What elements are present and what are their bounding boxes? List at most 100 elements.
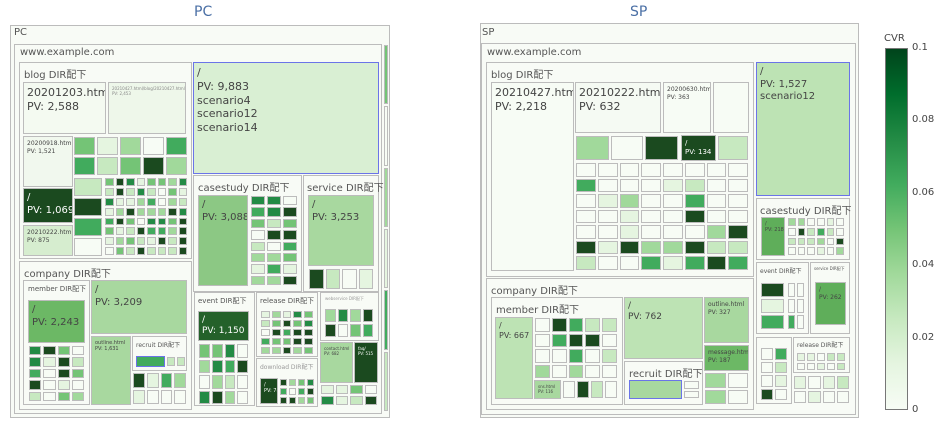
- tile[interactable]: [822, 376, 835, 389]
- tile[interactable]: [384, 229, 388, 289]
- tile[interactable]: / PV: 762: [624, 297, 703, 359]
- tile[interactable]: [282, 311, 292, 318]
- tile[interactable]: [535, 333, 550, 347]
- tile[interactable]: 20210222.html PV: 875: [23, 225, 73, 256]
- tile[interactable]: [105, 237, 114, 246]
- tile[interactable]: [29, 346, 42, 356]
- tile[interactable]: [293, 320, 303, 327]
- tile[interactable]: [775, 375, 787, 387]
- tile[interactable]: [577, 381, 589, 398]
- tile[interactable]: [358, 269, 373, 289]
- tile[interactable]: [585, 318, 601, 332]
- tile[interactable]: [237, 344, 248, 358]
- tile[interactable]: / PV: 1,150: [198, 311, 249, 341]
- tile[interactable]: [822, 390, 835, 403]
- tile[interactable]: [251, 252, 265, 263]
- tile[interactable]: [321, 396, 334, 405]
- tile[interactable]: [619, 225, 640, 239]
- tile[interactable]: [147, 207, 156, 216]
- tile[interactable]: [797, 218, 806, 226]
- tile[interactable]: [304, 329, 313, 336]
- tile[interactable]: / PV: 2,243: [28, 300, 85, 343]
- tile[interactable]: [224, 390, 236, 404]
- tile[interactable]: [57, 391, 70, 401]
- tile[interactable]: [168, 187, 177, 196]
- tile[interactable]: [826, 218, 835, 226]
- tile[interactable]: [115, 227, 124, 236]
- tile[interactable]: [705, 389, 726, 404]
- tile[interactable]: [728, 225, 748, 239]
- tile[interactable]: [115, 237, 124, 246]
- tile[interactable]: [105, 197, 114, 206]
- tile[interactable]: [267, 252, 281, 263]
- tile[interactable]: [727, 373, 748, 388]
- tile[interactable]: [535, 318, 550, 332]
- tile[interactable]: [706, 209, 727, 224]
- tile[interactable]: [807, 237, 815, 246]
- tile[interactable]: [362, 309, 373, 322]
- tile[interactable]: [211, 390, 223, 404]
- tile[interactable]: [174, 389, 186, 404]
- tile[interactable]: [160, 373, 173, 388]
- tile[interactable]: [817, 362, 825, 370]
- tile[interactable]: [535, 349, 550, 363]
- tile[interactable]: [147, 237, 156, 246]
- tile[interactable]: [267, 264, 281, 274]
- tile[interactable]: [337, 324, 348, 337]
- tile[interactable]: [788, 247, 796, 255]
- tile[interactable]: [535, 364, 550, 378]
- tile[interactable]: [168, 178, 177, 186]
- tile[interactable]: [147, 197, 156, 206]
- tile[interactable]: [147, 178, 156, 186]
- tile[interactable]: [808, 376, 821, 389]
- tile[interactable]: [168, 227, 177, 236]
- tile[interactable]: [271, 347, 281, 354]
- tile[interactable]: [817, 247, 825, 255]
- tile[interactable]: [761, 388, 773, 400]
- tile[interactable]: [211, 344, 223, 358]
- tile[interactable]: [663, 163, 683, 177]
- tile[interactable]: [115, 178, 124, 186]
- tile[interactable]: [168, 217, 177, 226]
- tile[interactable]: [705, 373, 726, 388]
- tile[interactable]: [663, 194, 683, 208]
- tile[interactable]: [199, 344, 210, 358]
- tile[interactable]: [57, 346, 70, 356]
- tile[interactable]: [836, 227, 844, 236]
- tile[interactable]: [713, 82, 749, 133]
- tile[interactable]: [29, 391, 42, 401]
- tile[interactable]: [74, 198, 102, 216]
- tile[interactable]: [283, 275, 297, 285]
- tile[interactable]: / PV: 134: [681, 135, 716, 161]
- tile[interactable]: [211, 375, 223, 389]
- tile[interactable]: [350, 385, 363, 394]
- tile[interactable]: [280, 397, 287, 404]
- tile[interactable]: 20210222.html PV: 632: [575, 82, 661, 133]
- tile[interactable]: [827, 362, 835, 370]
- tile[interactable]: [775, 388, 787, 400]
- tile[interactable]: [178, 217, 187, 226]
- tile[interactable]: [307, 388, 314, 395]
- tile[interactable]: [105, 207, 114, 216]
- tile[interactable]: [126, 178, 135, 186]
- tile[interactable]: [619, 256, 640, 270]
- tile[interactable]: [641, 178, 661, 193]
- tile[interactable]: [602, 364, 617, 378]
- tile[interactable]: [706, 178, 727, 193]
- tile[interactable]: [166, 137, 187, 155]
- tile[interactable]: [97, 137, 118, 155]
- tile[interactable]: [43, 346, 56, 356]
- tile[interactable]: [178, 227, 187, 236]
- tile[interactable]: [728, 194, 748, 208]
- tile[interactable]: [826, 227, 835, 236]
- tile[interactable]: [597, 178, 618, 193]
- tile[interactable]: [645, 136, 678, 160]
- tile[interactable]: [147, 187, 156, 196]
- tile[interactable]: [576, 256, 596, 270]
- tile[interactable]: [684, 163, 705, 177]
- tile[interactable]: [794, 376, 807, 389]
- tile[interactable]: [178, 247, 187, 255]
- tile[interactable]: [794, 390, 807, 403]
- tile[interactable]: [136, 247, 145, 255]
- tile[interactable]: / PV: 3,253: [308, 195, 374, 266]
